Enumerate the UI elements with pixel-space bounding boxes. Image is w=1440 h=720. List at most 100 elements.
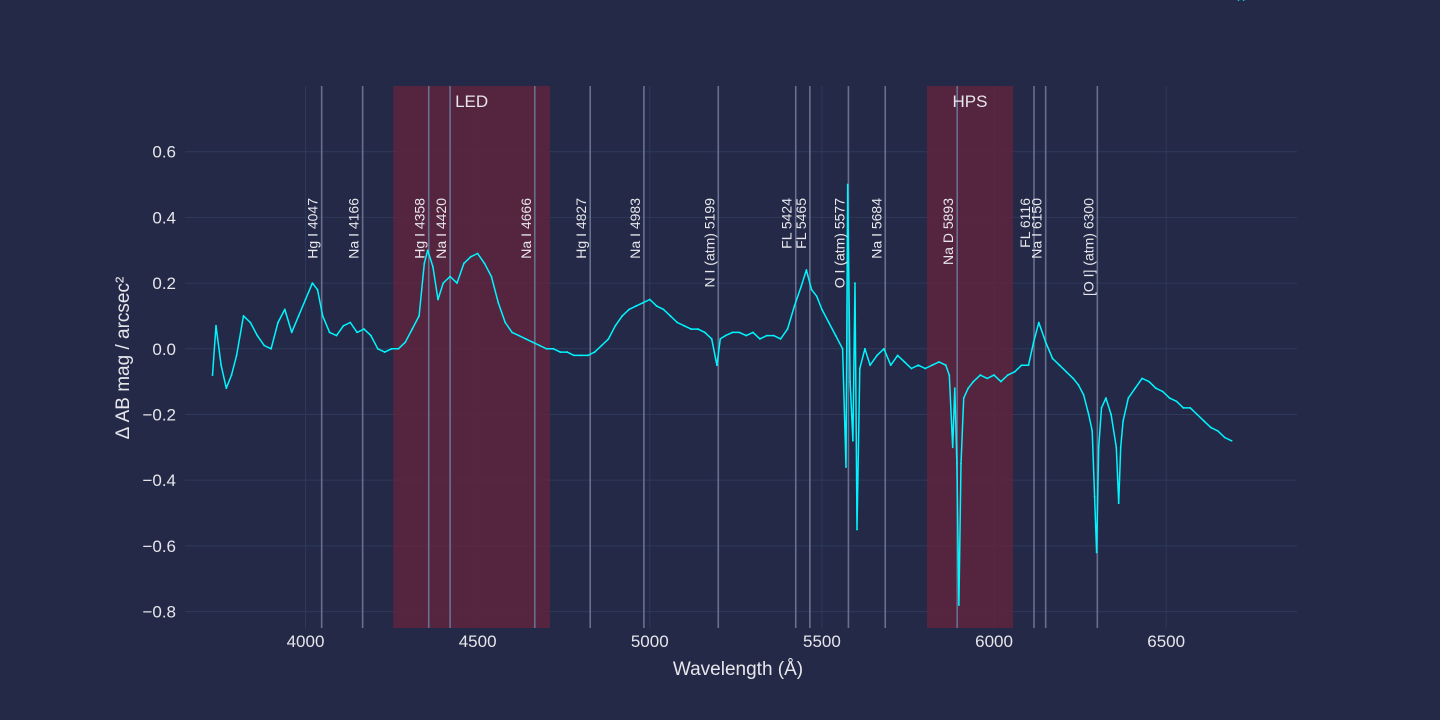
line-label: O I (atm) 5577 xyxy=(831,198,847,288)
data-point xyxy=(676,321,679,324)
data-point xyxy=(614,324,617,327)
data-point xyxy=(810,288,813,291)
data-point xyxy=(1196,413,1199,416)
band-led xyxy=(393,86,550,628)
data-point xyxy=(1117,502,1120,505)
x-tick-label: 5000 xyxy=(631,632,669,651)
data-point xyxy=(437,298,439,301)
data-point xyxy=(586,354,589,357)
data-point xyxy=(442,282,445,284)
data-point xyxy=(1082,393,1085,396)
data-point xyxy=(858,367,861,370)
data-point xyxy=(738,331,741,334)
data-point xyxy=(690,328,692,330)
data-point xyxy=(1134,387,1137,390)
data-point xyxy=(967,387,970,390)
data-point xyxy=(765,334,768,337)
y-tick-label: −0.4 xyxy=(142,471,176,490)
data-point xyxy=(1105,397,1107,399)
data-point xyxy=(1032,341,1035,344)
data-point xyxy=(593,351,596,353)
data-point xyxy=(1237,0,1240,1)
x-tick-label: 6500 xyxy=(1147,632,1185,651)
data-point xyxy=(851,439,854,442)
data-point xyxy=(951,446,954,449)
data-point xyxy=(724,334,727,337)
data-point xyxy=(573,354,575,357)
x-axis-label: Wavelength (Å) xyxy=(673,659,803,680)
data-point xyxy=(786,328,789,330)
data-point xyxy=(962,397,965,399)
data-point xyxy=(1230,439,1233,442)
data-point xyxy=(1093,495,1096,498)
data-point xyxy=(277,321,279,324)
data-point xyxy=(986,377,989,380)
data-point xyxy=(710,338,713,340)
emission-bands xyxy=(393,86,1013,628)
data-point xyxy=(1182,407,1185,409)
data-point xyxy=(846,183,849,186)
data-point xyxy=(283,308,286,311)
data-point xyxy=(304,298,307,301)
data-point xyxy=(328,331,331,334)
data-point xyxy=(1216,430,1219,432)
data-point xyxy=(476,252,479,255)
data-point xyxy=(390,347,393,350)
y-axis-label: Δ AB mag / arcsec² xyxy=(113,277,134,440)
data-point xyxy=(716,364,718,367)
data-point xyxy=(423,262,426,265)
data-point xyxy=(621,315,624,317)
data-point xyxy=(426,249,429,252)
data-point xyxy=(497,301,500,304)
data-point xyxy=(1065,370,1068,373)
data-point xyxy=(1020,364,1023,367)
data-point xyxy=(607,338,610,340)
data-point xyxy=(1203,420,1205,422)
line-label: FL 5424 xyxy=(779,198,795,249)
data-point xyxy=(311,282,314,284)
data-point xyxy=(411,328,414,330)
data-point xyxy=(1058,364,1061,367)
data-point xyxy=(363,328,365,330)
data-point xyxy=(703,331,706,334)
data-point xyxy=(235,354,238,357)
data-point xyxy=(356,331,359,334)
data-point xyxy=(456,282,458,284)
data-point xyxy=(993,374,995,376)
data-point xyxy=(316,288,319,291)
y-tick-label: 0.6 xyxy=(152,143,176,162)
data-point xyxy=(958,604,960,606)
line-label: [O I] (atm) 6300 xyxy=(1080,198,1096,296)
data-point xyxy=(504,321,507,324)
line-label: Na I 5684 xyxy=(868,198,884,259)
line-label: Na I 4983 xyxy=(627,198,643,259)
data-point xyxy=(979,374,982,376)
data-point xyxy=(944,364,947,367)
line-label: Na D 5893 xyxy=(940,198,956,265)
data-point xyxy=(1097,446,1100,449)
line-label: FL 5465 xyxy=(793,198,809,249)
data-point xyxy=(931,364,933,367)
data-point xyxy=(559,351,562,353)
data-point xyxy=(600,344,603,347)
y-tick-label: −0.6 xyxy=(142,537,176,556)
data-point xyxy=(225,387,228,390)
data-point xyxy=(215,324,217,327)
line-label: Hg I 4827 xyxy=(573,198,589,259)
data-point xyxy=(669,315,672,317)
data-point xyxy=(297,315,300,317)
data-point xyxy=(800,285,803,288)
axis-ticks: 4000 4500 5000 5500 6000 6500 −0.8 −0.6 −0.4 −0.2… xyxy=(142,143,1185,651)
data-point xyxy=(321,315,324,317)
data-point xyxy=(1013,370,1016,373)
data-point xyxy=(834,334,837,337)
data-point xyxy=(211,374,214,376)
data-point xyxy=(249,321,252,324)
band-label: HPS xyxy=(952,92,987,111)
data-point xyxy=(876,354,878,357)
band-label: LED xyxy=(455,92,488,111)
data-point xyxy=(655,305,658,307)
data-point xyxy=(335,334,338,337)
data-point xyxy=(469,255,472,258)
data-point xyxy=(731,331,734,334)
